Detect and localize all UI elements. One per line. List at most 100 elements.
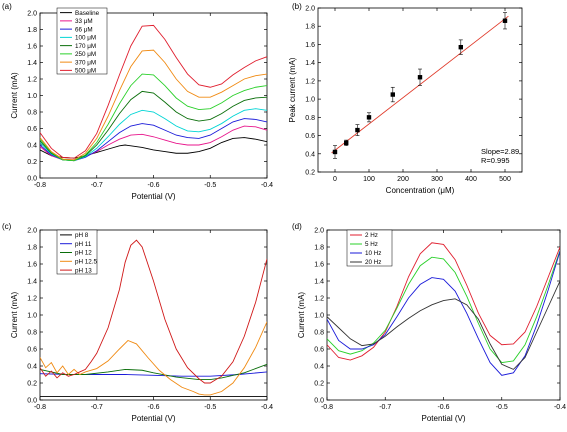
data-point (458, 44, 463, 50)
y-tick-label: 0.6 (27, 126, 37, 133)
y-tick-label: 0.0 (27, 398, 37, 405)
x-tick-label: -0.6 (437, 404, 449, 411)
x-tick-label: 400 (465, 176, 477, 183)
x-tick-label: 300 (431, 176, 443, 183)
x-tick-label: 100 (363, 176, 375, 183)
y-tick-label: 1.2 (27, 77, 37, 84)
series-line (40, 321, 267, 396)
x-tick-label: 200 (397, 176, 409, 183)
series-line (40, 125, 267, 161)
slope-annotation: Slope=2.89 (481, 147, 519, 156)
y-tick-label: 0.8 (27, 330, 37, 337)
data-point (332, 149, 338, 155)
data-point (502, 18, 508, 23)
y-tick-label: 0.8 (305, 115, 315, 122)
legend-label: pH 11 (75, 241, 92, 248)
legend-box (346, 229, 393, 267)
panel-label: (b) (292, 2, 302, 11)
y-tick-label: 2.0 (27, 228, 37, 235)
y-tick-label: 0.4 (27, 364, 37, 371)
data-point (344, 140, 349, 146)
x-tick-label: -0.6 (147, 404, 159, 411)
y-tick-label: 1.8 (27, 245, 37, 252)
y-tick-label: 0.6 (27, 347, 37, 354)
y-tick-label: 0.6 (305, 133, 315, 140)
x-tick-label: -0.7 (91, 404, 103, 411)
x-axis-label: Concentration (μM) (386, 186, 455, 195)
legend-label: 100 μM (75, 35, 96, 42)
series-line (40, 363, 267, 381)
y-tick-label: 1.6 (27, 262, 37, 269)
y-tick-label: 2.0 (314, 228, 324, 235)
y-tick-label: 1.4 (27, 279, 37, 286)
y-tick-label: 0.0 (314, 398, 324, 405)
r-annotation: R=0.995 (481, 156, 510, 165)
x-tick-label: -0.4 (261, 182, 273, 189)
legend-label: pH 12.5 (75, 259, 98, 266)
y-tick-label: 1.0 (27, 313, 37, 320)
x-tick-label: -0.5 (496, 404, 508, 411)
x-tick-label: -0.7 (379, 404, 391, 411)
plot-frame (317, 7, 523, 173)
x-tick-label: -0.8 (321, 404, 333, 411)
y-tick-label: 1.6 (305, 42, 315, 49)
x-axis-label: Potential (V) (131, 192, 175, 201)
x-axis-label: Potential (V) (421, 414, 465, 423)
y-tick-label: 0.4 (314, 364, 324, 371)
y-tick-label: 2.0 (305, 6, 315, 13)
y-tick-label: 1.8 (305, 24, 315, 31)
data-point (355, 127, 360, 133)
y-tick-label: 0.8 (27, 110, 37, 117)
x-axis-label: Potential (V) (131, 414, 175, 423)
y-axis-label: Peak current (mA) (288, 57, 297, 122)
x-tick-label: -0.4 (554, 404, 566, 411)
panel-label: (c) (2, 222, 12, 231)
y-tick-label: 1.2 (314, 296, 324, 303)
panel-a: (a) -0.8 -0.7 -0.6 -0.5 -0.4 0.0 0.2 0.4 0.6 0.8 1.… (2, 2, 273, 201)
legend-label: 5 Hz (365, 241, 378, 248)
legend-label: 10 Hz (365, 250, 381, 257)
legend-label: Baseline (75, 10, 100, 17)
legend-label: 2 Hz (365, 232, 378, 239)
y-tick-label: 0.2 (27, 381, 37, 388)
x-tick-label: -0.8 (34, 182, 46, 189)
legend-label: 66 μM (75, 26, 93, 33)
series-line (40, 118, 267, 162)
series-line (327, 280, 560, 370)
y-tick-label: 1.8 (314, 245, 324, 252)
y-axis-label: Current (mA) (297, 292, 306, 339)
y-tick-label: 1.4 (314, 279, 324, 286)
series-line (327, 242, 560, 361)
y-tick-label: 1.0 (314, 313, 324, 320)
y-tick-label: 2.0 (27, 11, 37, 18)
y-tick-label: 1.0 (27, 93, 37, 100)
legend-box (56, 7, 108, 75)
plot-data (327, 242, 560, 376)
y-tick-label: 1.4 (27, 60, 37, 67)
y-tick-label: 1.2 (305, 78, 315, 85)
y-tick-label: 0.4 (305, 151, 315, 158)
panel-c: (c) -0.8 -0.7 -0.6 -0.5 -0.4 0.0 0.2 0.4 0.6 0.8 1.… (2, 222, 273, 423)
y-axis-label: Current (mA) (10, 292, 19, 339)
plot-data (331, 12, 509, 159)
y-tick-label: 0.8 (314, 330, 324, 337)
legend-label: 20 Hz (365, 259, 381, 266)
y-tick-label: 1.4 (305, 60, 315, 67)
y-tick-label: 1.2 (27, 296, 37, 303)
x-tick-label: -0.8 (34, 404, 46, 411)
legend-label: pH 13 (75, 267, 92, 274)
data-point (417, 75, 423, 80)
series-line (40, 49, 267, 161)
legend-label: pH 12 (75, 250, 92, 257)
y-tick-label: 0.2 (314, 381, 324, 388)
data-point (390, 92, 395, 97)
panel-b: (b) 0 100 200 300 400 500 0.2 0.4 0.6 0.8 1.0 1.2 1.4… (288, 2, 523, 195)
series-line (40, 73, 267, 162)
y-axis-label: Current (mA) (10, 72, 19, 119)
y-tick-label: 1.6 (27, 44, 37, 51)
series-line (40, 108, 267, 162)
series-line (40, 137, 267, 159)
x-tick-label: 500 (499, 176, 511, 183)
y-tick-label: 1.6 (314, 262, 324, 269)
